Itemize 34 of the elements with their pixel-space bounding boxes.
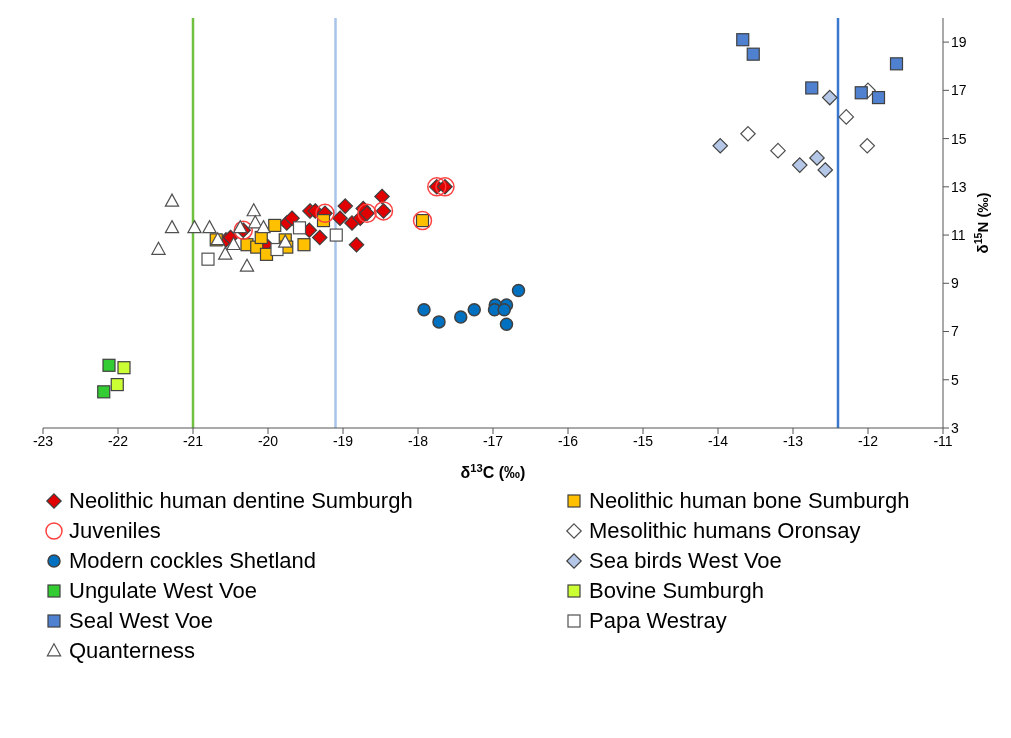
x-tick-label: -19 bbox=[332, 432, 354, 449]
legend-label: Ungulate West Voe bbox=[69, 578, 257, 604]
x-tick-label: -18 bbox=[407, 432, 429, 449]
x-tick-label: -13 bbox=[782, 432, 804, 449]
x-tick-label: -21 bbox=[182, 432, 204, 449]
legend-label: Neolithic human dentine Sumburgh bbox=[69, 488, 413, 514]
x-tick-label: -12 bbox=[857, 432, 879, 449]
legend-label: Neolithic human bone Sumburgh bbox=[589, 488, 910, 514]
y-tick-label: 3 bbox=[951, 419, 959, 436]
x-tick-label: -16 bbox=[557, 432, 579, 449]
x-tick-label: -20 bbox=[257, 432, 279, 449]
x-tick-label: -17 bbox=[482, 432, 504, 449]
x-axis-title: δ$^{13}$C (‰) bbox=[460, 462, 526, 481]
legend-label: Seal West Voe bbox=[69, 608, 213, 634]
x-tick-label: -23 bbox=[32, 432, 54, 449]
y-tick-label: 15 bbox=[951, 130, 967, 147]
legend-label: Bovine Sumburgh bbox=[589, 578, 764, 604]
x-tick-label: -15 bbox=[632, 432, 654, 449]
y-tick-label: 17 bbox=[951, 82, 967, 99]
y-tick-label: 7 bbox=[951, 323, 959, 340]
y-tick-label: 11 bbox=[951, 227, 966, 244]
legend-label: Quanterness bbox=[69, 638, 195, 664]
y-tick-label: 19 bbox=[951, 34, 967, 51]
legend-label: Juveniles bbox=[69, 518, 161, 544]
legend-label: Papa Westray bbox=[589, 608, 727, 634]
y-tick-label: 9 bbox=[951, 275, 959, 292]
legend-label: Sea birds West Voe bbox=[589, 548, 782, 574]
x-tick-label: -14 bbox=[707, 432, 729, 449]
y-tick-label: 5 bbox=[951, 371, 959, 388]
x-tick-label: -22 bbox=[107, 432, 129, 449]
legend-label: Modern cockles Shetland bbox=[69, 548, 317, 574]
legend-label: Mesolithic humans Oronsay bbox=[589, 518, 861, 544]
y-tick-label: 13 bbox=[951, 178, 967, 195]
x-tick-label: -11 bbox=[933, 432, 953, 449]
